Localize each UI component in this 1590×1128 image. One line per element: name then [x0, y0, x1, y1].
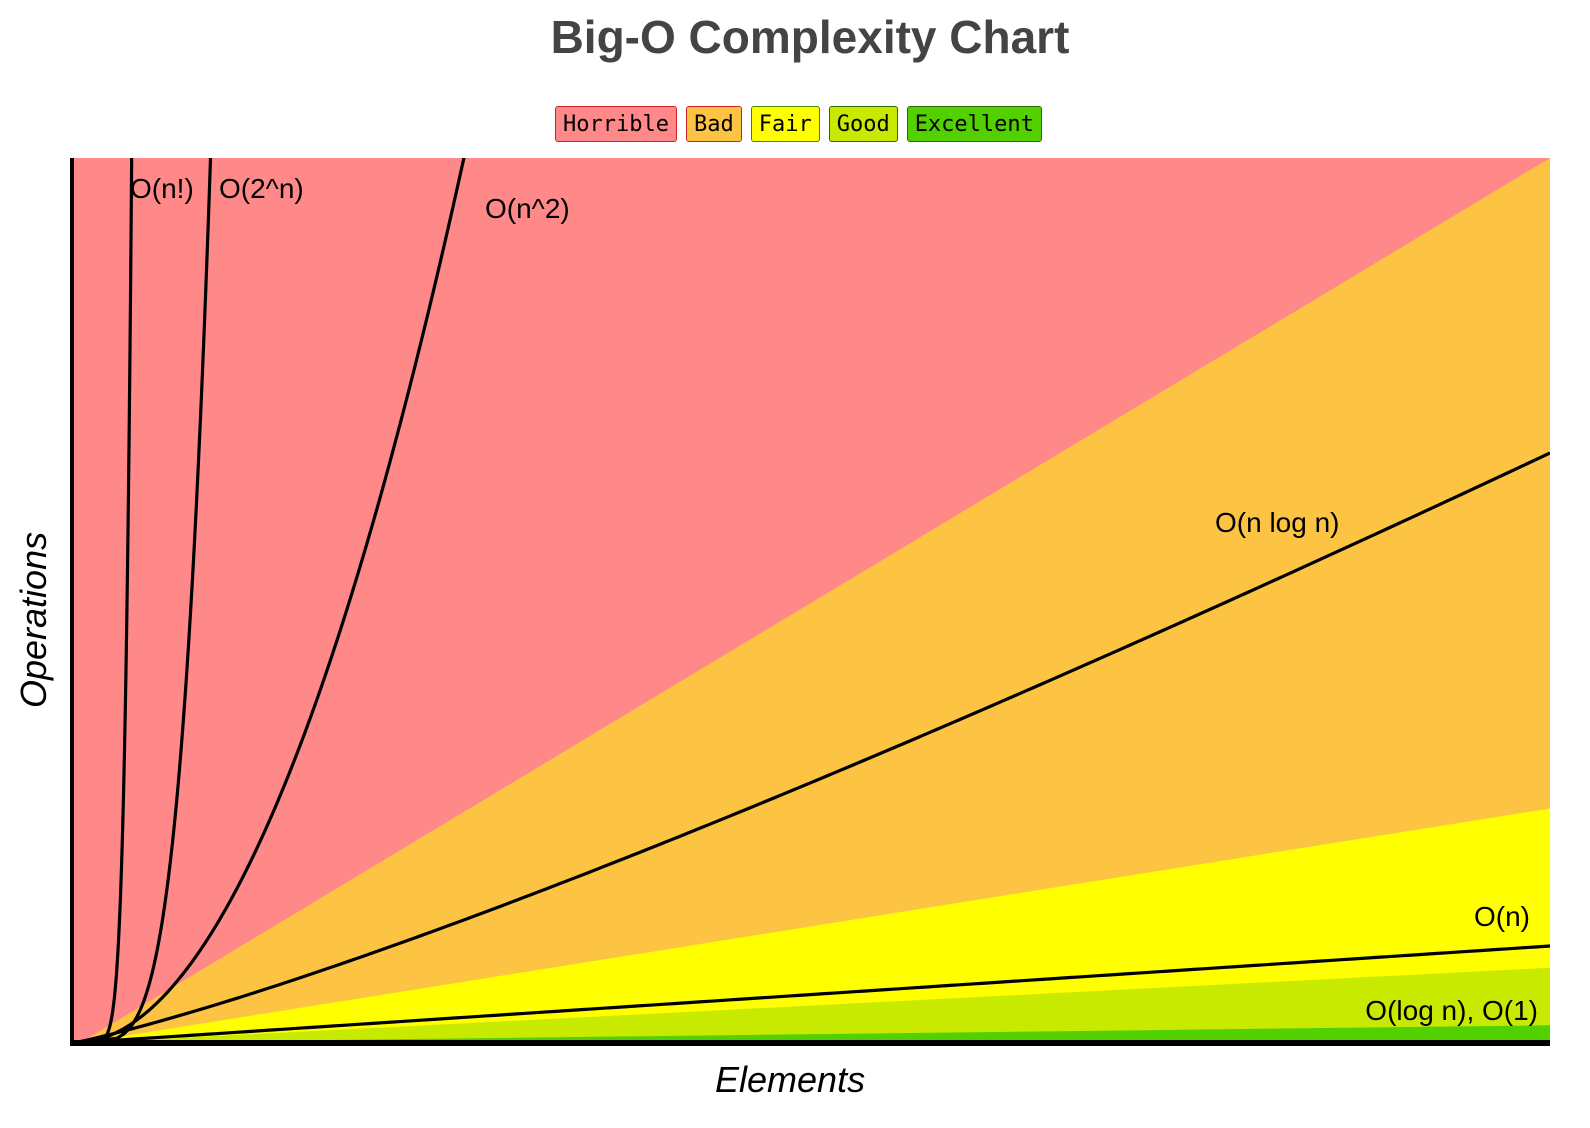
- curve-o-2-pow-n: [73, 158, 213, 1043]
- region-good: [80, 967, 1550, 1043]
- complexity-regions: [72, 158, 1550, 1043]
- legend-horrible[interactable]: Horrible: [555, 106, 677, 142]
- label-o-2-pow-n: O(2^n): [219, 173, 304, 204]
- legend-excellent[interactable]: Excellent: [906, 106, 1042, 142]
- label-o-n-factorial: O(n!): [130, 173, 194, 204]
- legend: Horrible Bad Fair Good Excellent: [555, 106, 1042, 142]
- x-axis-label: Elements: [715, 1059, 866, 1100]
- legend-good[interactable]: Good: [828, 106, 898, 142]
- axes: [70, 158, 1550, 1046]
- region-fair: [80, 808, 1550, 1043]
- label-o-log-n-o-1: O(log n), O(1): [1365, 995, 1538, 1026]
- y-axis-label: Operations: [13, 531, 54, 708]
- label-o-n: O(n): [1474, 901, 1530, 932]
- chart-title: Big-O Complexity Chart: [550, 11, 1070, 63]
- curve-o-n-log-n: [73, 451, 1550, 1043]
- label-o-n-log-n: O(n log n): [1215, 507, 1340, 538]
- region-excellent: [80, 1025, 1550, 1043]
- legend-fair[interactable]: Fair: [750, 106, 820, 142]
- legend-bad[interactable]: Bad: [685, 106, 742, 142]
- curve-o-n-factorial: [73, 158, 134, 1043]
- curve-o-n-squared: [73, 158, 466, 1043]
- label-o-n-squared: O(n^2): [485, 193, 570, 224]
- curve-labels: O(n!) O(2^n) O(n^2) O(n log n) O(n) O(log n),…: [130, 173, 1538, 1026]
- curve-o-n: [73, 944, 1550, 1043]
- region-bad: [80, 158, 1550, 1043]
